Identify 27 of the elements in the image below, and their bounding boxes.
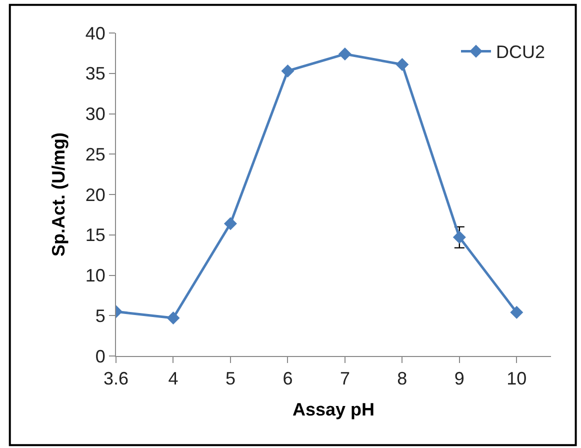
x-tick-label: 9	[454, 368, 464, 389]
point	[452, 230, 466, 244]
point	[281, 64, 294, 78]
x-tick-label: 7	[340, 368, 350, 389]
y-tick-label: 30	[85, 104, 106, 124]
y-tick-label: 25	[85, 144, 106, 164]
x-axis-title: Assay pH	[292, 400, 375, 420]
point	[224, 217, 237, 230]
x-tick-label: 5	[225, 368, 236, 389]
x-tick-label: 4	[168, 368, 178, 389]
legend-label: DCU2	[496, 42, 546, 62]
point	[510, 306, 524, 319]
point	[338, 48, 352, 60]
y-tick-label: 5	[95, 306, 106, 326]
x-tick-label: 10	[506, 368, 527, 389]
y-tick-label: 0	[95, 346, 106, 366]
y-axis-title: Sp.Act. (U/mg)	[48, 132, 69, 256]
point	[166, 312, 180, 325]
x-tick-label: 6	[282, 368, 293, 389]
y-tick-label: 40	[85, 23, 106, 44]
x-tick-label: 3.6	[103, 368, 129, 389]
y-tick-label: 35	[85, 64, 106, 84]
y-tick-label: 15	[85, 225, 106, 246]
point	[396, 58, 409, 71]
x-tick-label: 8	[397, 368, 408, 389]
y-tick-label: 10	[85, 266, 106, 286]
y-tick-label: 20	[85, 184, 106, 205]
